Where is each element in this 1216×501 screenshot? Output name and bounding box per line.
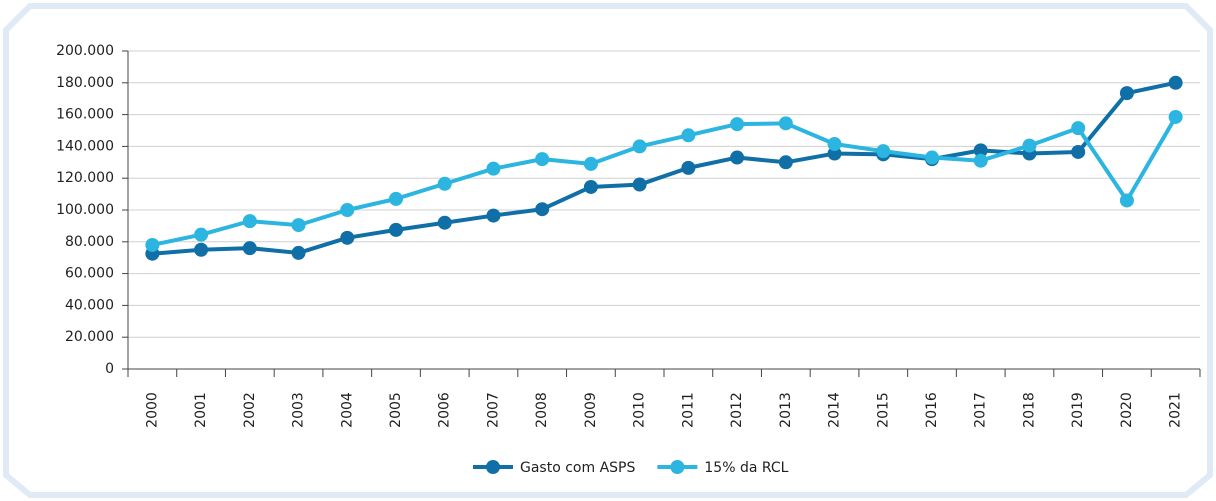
y-tick-label: 200.000 — [56, 43, 114, 59]
y-tick-label: 40.000 — [65, 297, 114, 313]
frame — [3, 3, 1213, 498]
x-tick-label: 2008 — [534, 392, 550, 428]
x-tick-label: 2014 — [827, 392, 843, 428]
data-point — [1119, 86, 1134, 101]
data-point — [437, 176, 452, 191]
data-point — [681, 128, 696, 143]
y-tick-label: 60.000 — [65, 266, 114, 282]
data-point — [486, 208, 501, 223]
x-tick-label: 2007 — [485, 392, 501, 428]
legend-label: Gasto com ASPS — [520, 460, 635, 476]
data-point — [437, 215, 452, 230]
data-point — [827, 137, 842, 152]
data-point — [340, 230, 355, 245]
x-tick-label: 2012 — [729, 392, 745, 428]
x-tick-label: 2016 — [924, 392, 940, 428]
data-point — [1168, 75, 1183, 90]
data-point — [242, 214, 257, 229]
data-point — [389, 191, 403, 206]
data-point — [291, 218, 306, 233]
x-tick-label: 2000 — [144, 392, 160, 428]
y-tick-label: 0 — [105, 361, 114, 377]
data-point — [1119, 193, 1134, 208]
series-line — [151, 115, 1178, 247]
data-point — [730, 117, 745, 132]
data-point — [583, 156, 598, 171]
data-point — [535, 202, 550, 217]
data-point — [583, 179, 598, 194]
x-tick-label: 2003 — [291, 392, 307, 428]
data-point — [340, 203, 355, 217]
data-point — [632, 139, 647, 154]
y-tick-label: 120.000 — [56, 170, 114, 186]
data-point — [1071, 121, 1086, 136]
data-point — [194, 242, 209, 257]
x-tick-label: 2013 — [778, 392, 794, 428]
y-tick-label: 100.000 — [56, 202, 114, 218]
y-tick-label: 180.000 — [56, 75, 114, 91]
data-point — [389, 222, 403, 237]
data-point — [876, 144, 891, 159]
legend-marker — [670, 460, 685, 474]
data-point — [486, 161, 501, 176]
data-point — [973, 153, 988, 168]
x-tick-label: 2015 — [875, 392, 891, 428]
y-tick-label: 20.000 — [65, 329, 114, 345]
x-tick-label: 2017 — [973, 392, 989, 428]
data-point — [145, 237, 160, 252]
y-tick-label: 80.000 — [65, 234, 114, 250]
data-point — [291, 245, 306, 260]
data-point — [973, 143, 988, 158]
x-tick-label: 2019 — [1070, 392, 1086, 428]
y-tick-label: 160.000 — [56, 107, 114, 123]
data-point — [1022, 138, 1037, 153]
data-point — [1071, 144, 1086, 159]
data-point — [632, 177, 647, 192]
data-point — [535, 152, 550, 167]
x-tick-label: 2006 — [437, 392, 453, 428]
data-point — [1168, 109, 1183, 124]
x-tick-label: 2005 — [388, 392, 404, 428]
x-tick-label: 2009 — [583, 392, 599, 428]
x-tick-label: 2001 — [193, 392, 209, 428]
data-point — [242, 241, 257, 256]
data-point — [925, 150, 939, 165]
data-point — [194, 227, 209, 242]
x-tick-label: 2002 — [242, 392, 258, 428]
x-tick-label: 2011 — [680, 392, 696, 428]
data-point — [730, 150, 745, 165]
x-tick-label: 2020 — [1119, 392, 1135, 428]
data-point — [778, 116, 793, 131]
x-tick-label: 2021 — [1168, 392, 1184, 428]
x-tick-label: 2010 — [632, 392, 648, 428]
y-tick-label: 140.000 — [56, 138, 114, 154]
data-point — [778, 155, 793, 170]
x-tick-label: 2018 — [1021, 392, 1037, 428]
x-tick-label: 2004 — [339, 392, 355, 428]
data-point — [681, 160, 696, 175]
legend-marker — [486, 460, 500, 474]
legend-label: 15% da RCL — [704, 460, 788, 476]
